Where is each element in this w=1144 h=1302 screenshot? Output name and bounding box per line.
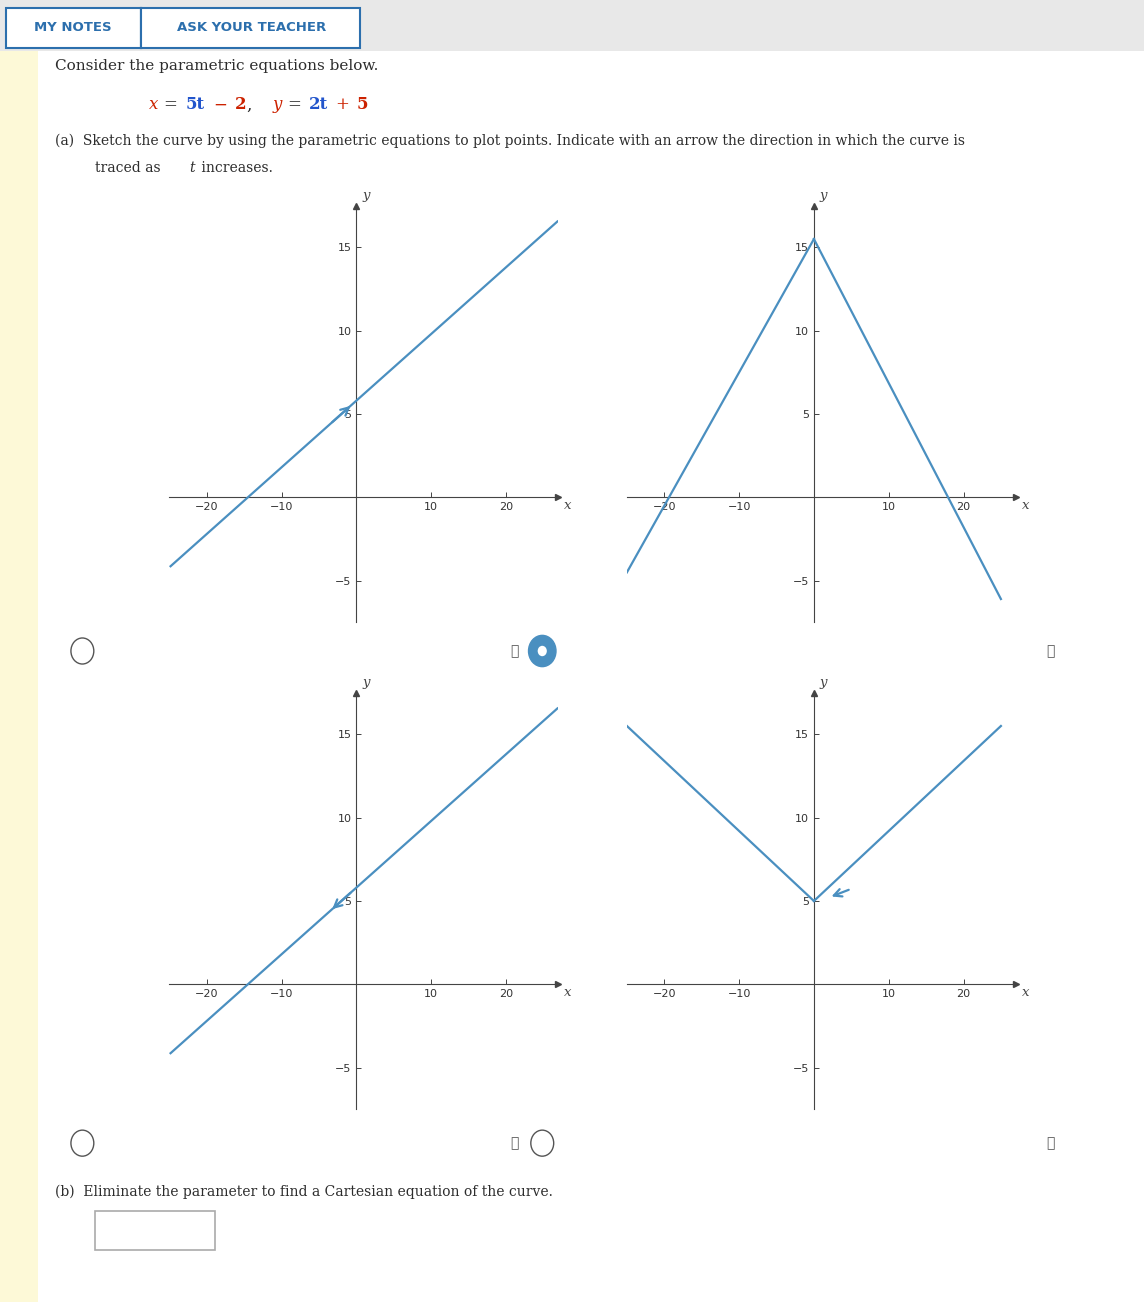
Text: =: = [287, 96, 301, 113]
FancyBboxPatch shape [95, 1211, 215, 1250]
Text: Consider the parametric equations below.: Consider the parametric equations below. [55, 59, 379, 73]
Text: y: y [272, 96, 281, 113]
Text: 5: 5 [357, 96, 368, 113]
FancyBboxPatch shape [6, 8, 141, 47]
Text: increases.: increases. [197, 161, 272, 176]
Text: x: x [564, 986, 572, 999]
FancyBboxPatch shape [0, 0, 1144, 51]
Text: x: x [1022, 986, 1030, 999]
Text: 2: 2 [235, 96, 246, 113]
Text: x: x [564, 499, 572, 512]
Text: ⓘ: ⓘ [510, 644, 519, 658]
Text: ,: , [246, 96, 252, 113]
Text: y: y [363, 676, 370, 689]
Text: ASK YOUR TEACHER: ASK YOUR TEACHER [177, 22, 326, 34]
Text: t: t [189, 161, 194, 176]
Text: y: y [363, 189, 370, 202]
FancyBboxPatch shape [38, 51, 1144, 1302]
Text: MY NOTES: MY NOTES [34, 22, 112, 34]
Text: (b)  Eliminate the parameter to find a Cartesian equation of the curve.: (b) Eliminate the parameter to find a Ca… [55, 1185, 553, 1199]
Text: ⓘ: ⓘ [1046, 644, 1055, 658]
Text: ⓘ: ⓘ [1046, 1137, 1055, 1150]
FancyBboxPatch shape [0, 51, 38, 1302]
Text: +: + [335, 96, 349, 113]
Circle shape [529, 635, 556, 667]
Text: y: y [820, 676, 827, 689]
Text: x: x [149, 96, 158, 113]
Text: −: − [213, 96, 227, 113]
Text: 2t: 2t [309, 96, 328, 113]
FancyBboxPatch shape [141, 8, 360, 47]
Circle shape [538, 646, 547, 656]
Text: (a)  Sketch the curve by using the parametric equations to plot points. Indicate: (a) Sketch the curve by using the parame… [55, 134, 964, 148]
Text: traced as: traced as [95, 161, 165, 176]
Text: 5t: 5t [185, 96, 205, 113]
Text: ⓘ: ⓘ [510, 1137, 519, 1150]
Text: =: = [164, 96, 177, 113]
Text: y: y [820, 189, 827, 202]
Text: x: x [1022, 499, 1030, 512]
